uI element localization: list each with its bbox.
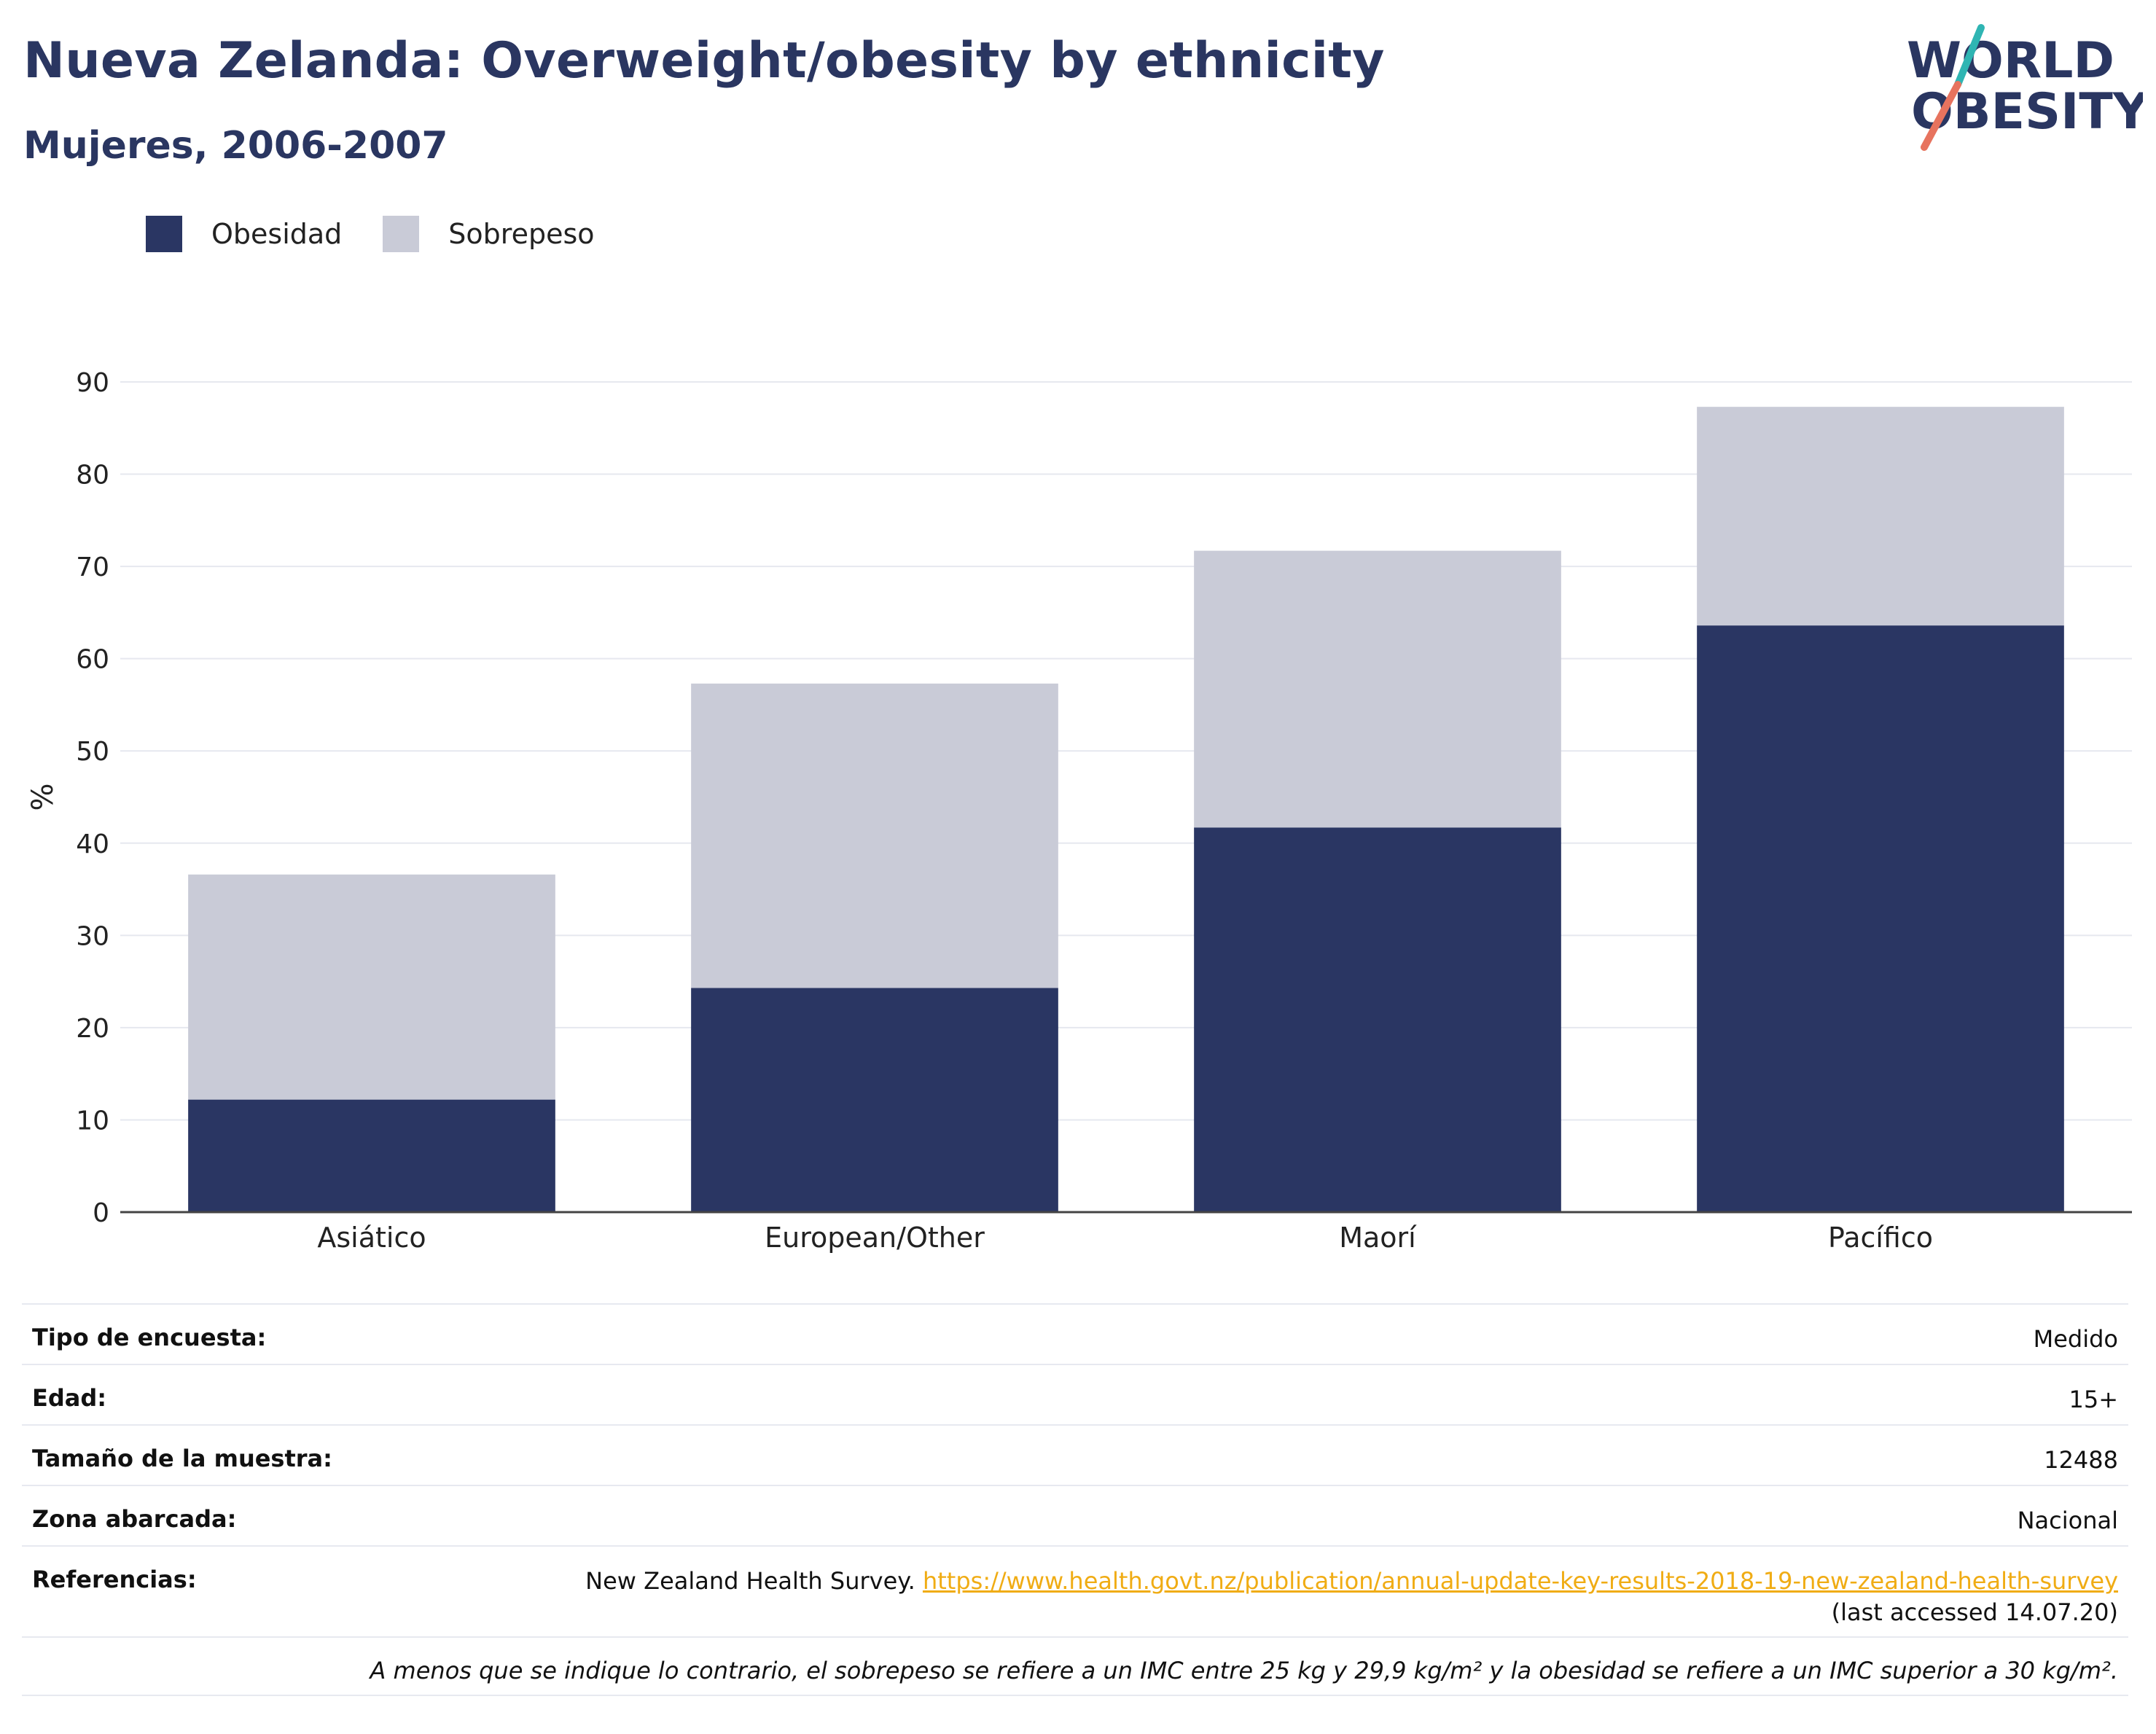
area-value: Nacional	[2017, 1507, 2118, 1534]
info-row-references: Referencias: New Zealand Health Survey. …	[22, 1545, 2128, 1636]
bar-overweight	[1697, 407, 2064, 626]
legend-label-obesity: Obesidad	[211, 218, 343, 250]
legend-label-overweight: Sobrepeso	[448, 218, 595, 250]
x-tick-label: Pacífico	[1828, 1222, 1933, 1254]
legend-swatch-overweight	[383, 216, 420, 252]
references-value: New Zealand Health Survey. https://www.h…	[585, 1566, 2118, 1628]
survey-info-table: Tipo de encuesta: Medido Edad: 15+ Tamañ…	[22, 1303, 2128, 1696]
info-row-survey-type: Tipo de encuesta: Medido	[22, 1303, 2128, 1364]
bar-obesity	[1194, 827, 1561, 1212]
bar-obesity	[1697, 625, 2064, 1212]
reference-source: New Zealand Health Survey.	[585, 1567, 915, 1595]
chart-legend: Obesidad Sobrepeso	[146, 216, 636, 252]
info-row-sample-size: Tamaño de la muestra: 12488	[22, 1424, 2128, 1485]
chart-title: Nueva Zelanda: Overweight/obesity by eth…	[23, 32, 1385, 90]
bar-obesity	[691, 988, 1058, 1212]
reference-link[interactable]: https://www.health.govt.nz/publication/a…	[922, 1567, 2118, 1595]
survey-type-label: Tipo de encuesta:	[32, 1324, 267, 1351]
legend-swatch-obesity	[146, 216, 182, 252]
x-tick-label: Maorí	[1339, 1222, 1417, 1254]
y-tick-label: 50	[76, 737, 109, 767]
area-label: Zona abarcada:	[32, 1505, 237, 1533]
sample-size-value: 12488	[2044, 1446, 2118, 1474]
y-tick-label: 80	[76, 461, 109, 491]
y-tick-label: 20	[76, 1014, 109, 1044]
info-row-area: Zona abarcada: Nacional	[22, 1485, 2128, 1545]
bar-obesity	[188, 1099, 555, 1212]
reference-accessed: (last accessed 14.07.20)	[1831, 1598, 2118, 1627]
world-obesity-logo: WORLD OBESITY	[1907, 24, 2143, 151]
logo-line-world: WORLD	[1907, 32, 2114, 90]
legend-item-overweight: Sobrepeso	[383, 216, 595, 252]
definition-note-text: A menos que se indique lo contrario, el …	[370, 1657, 2118, 1684]
legend-item-obesity: Obesidad	[146, 216, 342, 252]
logo-slash-teal	[1954, 24, 1985, 88]
logo-slash-coral	[1921, 81, 1961, 151]
y-tick-label: 40	[76, 829, 109, 859]
y-tick-label: 0	[93, 1198, 109, 1228]
info-row-age: Edad: 15+	[22, 1364, 2128, 1424]
bar-overweight	[691, 683, 1058, 988]
y-tick-label: 10	[76, 1106, 109, 1136]
bar-overweight	[1194, 550, 1561, 828]
y-tick-label: 60	[76, 645, 109, 675]
y-tick-label: 30	[76, 921, 109, 951]
y-tick-label: 70	[76, 552, 109, 582]
chart-subtitle: Mujeres, 2006-2007	[23, 124, 448, 168]
age-label: Edad:	[32, 1384, 107, 1412]
x-tick-label: Asiático	[317, 1222, 426, 1254]
x-tick-label: European/Other	[765, 1222, 985, 1254]
y-axis-label: %	[26, 783, 60, 811]
references-label: Referencias:	[32, 1566, 197, 1593]
bar-overweight	[188, 874, 555, 1100]
survey-type-value: Medido	[2033, 1325, 2118, 1353]
age-value: 15+	[2069, 1386, 2118, 1413]
y-tick-label: 90	[76, 368, 109, 398]
stacked-bar-chart: 0 10 20 30 40 50 60 70 80 90% Asiático European/Oth…	[26, 368, 2132, 1254]
definition-note: A menos que se indique lo contrario, el …	[22, 1636, 2128, 1696]
sample-size-label: Tamaño de la muestra:	[32, 1445, 332, 1472]
